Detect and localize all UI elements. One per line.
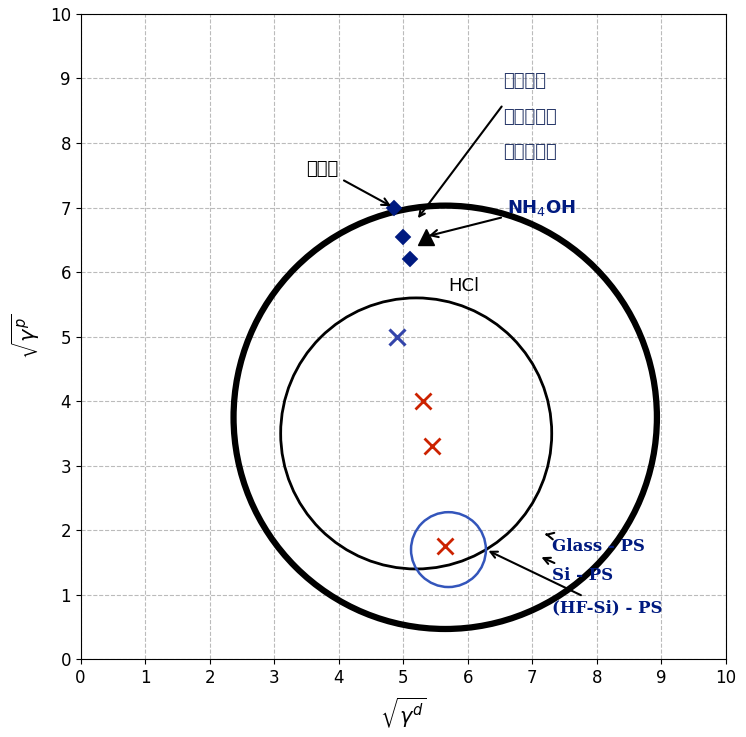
Text: オゾン水: オゾン水 <box>504 72 546 90</box>
Text: HCl: HCl <box>448 276 480 295</box>
X-axis label: $\sqrt{\gamma^{d}}$: $\sqrt{\gamma^{d}}$ <box>380 696 427 730</box>
Text: 超純水: 超純水 <box>307 160 389 205</box>
Text: (HF-Si) - PS: (HF-Si) - PS <box>491 552 662 616</box>
Text: カソード水: カソード水 <box>504 108 557 125</box>
Y-axis label: $\sqrt{\gamma^{p}}$: $\sqrt{\gamma^{p}}$ <box>10 314 42 360</box>
Text: アノード水: アノード水 <box>504 143 557 161</box>
Text: Si - PS: Si - PS <box>544 558 613 584</box>
Text: NH$_{4}$OH: NH$_{4}$OH <box>431 198 576 237</box>
Text: Glass - PS: Glass - PS <box>546 533 645 555</box>
